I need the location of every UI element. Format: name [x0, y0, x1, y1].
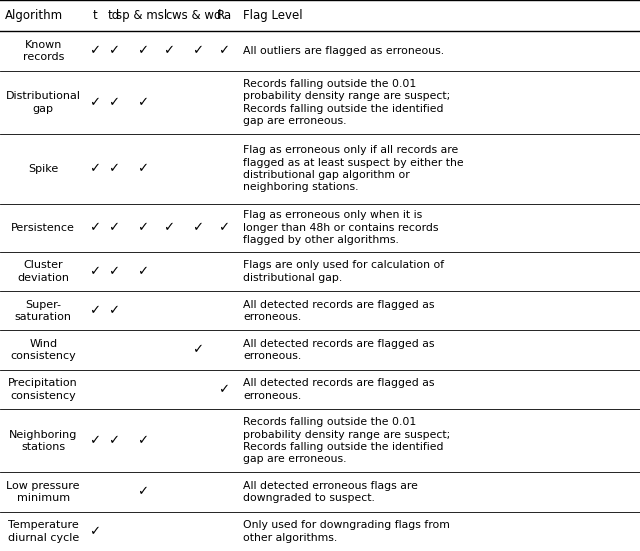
Text: Temperature
diurnal cycle: Temperature diurnal cycle: [8, 520, 79, 543]
Text: ✓: ✓: [136, 163, 148, 175]
Text: ✓: ✓: [89, 163, 100, 175]
Text: Low pressure
minimum: Low pressure minimum: [6, 481, 80, 503]
Text: Records falling outside the 0.01
probability density range are suspect;
Records : Records falling outside the 0.01 probabi…: [243, 79, 451, 126]
Text: Wind
consistency: Wind consistency: [10, 339, 76, 361]
Text: Flags are only used for calculation of
distributional gap.: Flags are only used for calculation of d…: [243, 261, 444, 283]
Text: sp & msl: sp & msl: [116, 9, 168, 22]
Text: Neighboring
stations: Neighboring stations: [9, 430, 77, 452]
Text: ✓: ✓: [108, 163, 120, 175]
Text: Flag Level: Flag Level: [243, 9, 303, 22]
Text: ✓: ✓: [89, 265, 100, 278]
Text: ✓: ✓: [89, 96, 100, 109]
Text: All detected records are flagged as
erroneous.: All detected records are flagged as erro…: [243, 300, 435, 322]
Text: Flag as erroneous only if all records are
flagged as at least suspect by either : Flag as erroneous only if all records ar…: [243, 145, 464, 192]
Text: ws & wd: ws & wd: [172, 9, 222, 22]
Text: ✓: ✓: [191, 344, 203, 356]
Text: Records falling outside the 0.01
probability density range are suspect;
Records : Records falling outside the 0.01 probabi…: [243, 417, 451, 464]
Text: ✓: ✓: [136, 485, 148, 499]
Text: Ra: Ra: [216, 9, 232, 22]
Text: Flag as erroneous only when it is
longer than 48h or contains records
flagged by: Flag as erroneous only when it is longer…: [243, 210, 438, 245]
Text: ✓: ✓: [108, 304, 120, 317]
Text: ✓: ✓: [163, 222, 174, 234]
Text: ✓: ✓: [218, 383, 230, 396]
Text: ✓: ✓: [108, 434, 120, 447]
Text: Only used for downgrading flags from
other algorithms.: Only used for downgrading flags from oth…: [243, 520, 450, 543]
Text: ✓: ✓: [108, 45, 120, 57]
Text: ✓: ✓: [136, 45, 148, 57]
Text: ✓: ✓: [108, 222, 120, 234]
Text: All outliers are flagged as erroneous.: All outliers are flagged as erroneous.: [243, 46, 444, 56]
Text: ✓: ✓: [136, 222, 148, 234]
Text: td: td: [108, 9, 120, 22]
Text: ✓: ✓: [89, 434, 100, 447]
Text: ✓: ✓: [108, 96, 120, 109]
Text: All detected erroneous flags are
downgraded to suspect.: All detected erroneous flags are downgra…: [243, 481, 418, 503]
Text: ✓: ✓: [136, 434, 148, 447]
Text: Algorithm: Algorithm: [5, 9, 63, 22]
Text: ✓: ✓: [136, 96, 148, 109]
Text: ✓: ✓: [136, 265, 148, 278]
Text: Super-
saturation: Super- saturation: [15, 300, 72, 322]
Text: Distributional
gap: Distributional gap: [6, 91, 81, 114]
Text: ✓: ✓: [89, 304, 100, 317]
Text: t: t: [92, 9, 97, 22]
Text: ✓: ✓: [108, 265, 120, 278]
Text: ✓: ✓: [163, 45, 174, 57]
Text: ✓: ✓: [218, 222, 230, 234]
Text: ✓: ✓: [89, 45, 100, 57]
Text: ✓: ✓: [191, 222, 203, 234]
Text: Cluster
deviation: Cluster deviation: [17, 261, 69, 283]
Text: Known
records: Known records: [22, 40, 64, 62]
Text: ✓: ✓: [89, 222, 100, 234]
Text: All detected records are flagged as
erroneous.: All detected records are flagged as erro…: [243, 339, 435, 361]
Text: c: c: [165, 9, 172, 22]
Text: ✓: ✓: [89, 525, 100, 538]
Text: Precipitation
consistency: Precipitation consistency: [8, 378, 78, 401]
Text: ✓: ✓: [218, 45, 230, 57]
Text: Spike: Spike: [28, 164, 58, 174]
Text: Persistence: Persistence: [12, 223, 75, 233]
Text: All detected records are flagged as
erroneous.: All detected records are flagged as erro…: [243, 378, 435, 401]
Text: ✓: ✓: [191, 45, 203, 57]
